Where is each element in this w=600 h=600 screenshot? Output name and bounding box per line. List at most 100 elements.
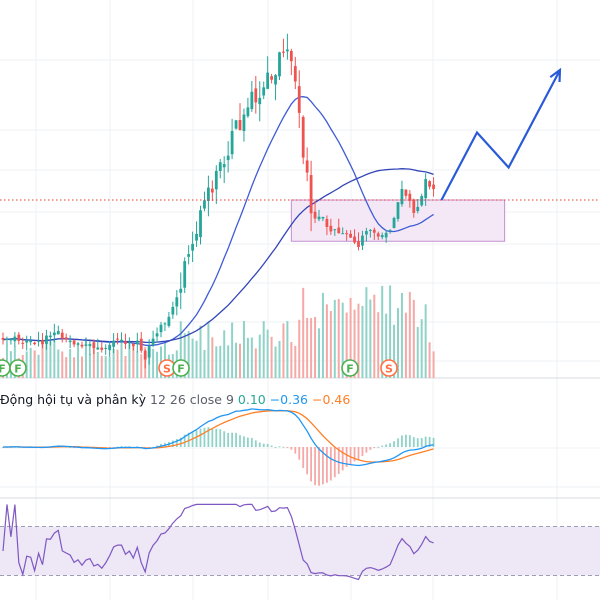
candle-body xyxy=(183,261,187,288)
volume-bar xyxy=(274,346,277,378)
macd-histogram-bar xyxy=(302,447,305,469)
candle-body xyxy=(420,196,424,206)
macd-histogram-bar xyxy=(247,437,249,447)
candle-body xyxy=(345,233,349,235)
candle-body xyxy=(195,233,198,241)
volume-bar xyxy=(400,292,403,378)
event-badge: F xyxy=(0,359,11,377)
event-badge-circle xyxy=(380,359,398,377)
macd-histogram-bar xyxy=(353,447,356,462)
macd-histogram-bar xyxy=(187,432,190,447)
volume-bar xyxy=(128,343,131,378)
volume-bar xyxy=(29,347,32,378)
macd-histogram-bar xyxy=(361,447,364,456)
candle-body xyxy=(270,76,273,80)
candle-body xyxy=(112,340,115,347)
event-badge-letter: S xyxy=(385,363,393,376)
candle-body xyxy=(159,324,163,333)
volume-bar xyxy=(140,354,143,378)
candle-body xyxy=(266,72,270,89)
candle-body xyxy=(139,338,143,351)
macd-histogram-bar xyxy=(282,446,285,448)
volume-bar xyxy=(365,287,368,378)
candle-body xyxy=(29,340,33,343)
volume-bar xyxy=(381,285,384,378)
candle-body xyxy=(396,202,400,219)
candle-body xyxy=(64,337,68,340)
volume-bar xyxy=(290,342,293,378)
candle-body xyxy=(92,342,96,349)
ma-slow-line xyxy=(2,168,434,344)
macd-histogram-bar xyxy=(373,447,376,448)
macd-histogram-bar xyxy=(318,447,320,486)
macd-histogram-bar xyxy=(243,436,245,447)
candle-body xyxy=(17,334,21,341)
volume-bar xyxy=(227,345,230,378)
candle-body xyxy=(21,342,25,344)
macd-histogram-bar xyxy=(211,428,214,447)
macd-histogram-bar xyxy=(349,447,352,464)
volume-bar xyxy=(37,354,40,378)
volume-bar xyxy=(33,350,36,378)
candle-body xyxy=(33,342,36,345)
candle-body xyxy=(100,347,104,350)
volume-bar xyxy=(84,338,87,378)
volume-bar xyxy=(353,309,356,378)
macd-histogram-bar xyxy=(262,443,265,447)
candle-body xyxy=(203,200,206,209)
volume-bar xyxy=(377,312,380,378)
macd-histogram-bar xyxy=(365,447,368,453)
candle-body xyxy=(226,155,230,161)
macd-histogram-bar xyxy=(306,447,309,475)
candle-body xyxy=(25,340,29,343)
volume-bar xyxy=(310,318,313,378)
candle-body xyxy=(1,337,5,340)
event-badge-circle xyxy=(172,359,190,377)
volume-bar xyxy=(302,287,305,378)
candle-body xyxy=(349,233,352,238)
candle-body xyxy=(49,335,52,338)
candle-body xyxy=(163,323,167,325)
volume-bar xyxy=(61,351,64,378)
macd-histogram-bar xyxy=(416,438,419,447)
volume-bar xyxy=(235,342,238,378)
candle-body xyxy=(388,229,392,231)
volume-bar xyxy=(199,325,202,378)
volume-bar xyxy=(215,346,218,378)
volume-bar xyxy=(45,341,48,378)
volume-bar xyxy=(412,299,415,378)
volume-bar xyxy=(321,292,324,378)
volume-bar xyxy=(156,351,159,378)
macd-histogram-bar xyxy=(215,428,218,447)
candle-body xyxy=(151,338,155,346)
macd-histogram-bar xyxy=(171,440,174,447)
volume-bar xyxy=(262,321,265,378)
macd-legend-signal: −0.46 xyxy=(312,392,350,407)
macd-histogram-bar xyxy=(203,427,206,447)
candle-body xyxy=(214,170,218,190)
macd-histogram xyxy=(2,427,435,486)
candle-body xyxy=(135,340,139,345)
volume-bar xyxy=(219,345,222,378)
macd-signal-line xyxy=(3,410,434,463)
candle-body xyxy=(175,297,179,307)
candle-body xyxy=(84,344,88,346)
macd-histogram-bar xyxy=(322,447,324,485)
volume-bar xyxy=(211,337,214,378)
volume-bar xyxy=(223,330,226,378)
candle-body xyxy=(400,189,404,205)
volume-bar xyxy=(428,342,431,378)
candle-body xyxy=(222,164,226,168)
volume-bar xyxy=(100,355,103,378)
volume-bar xyxy=(349,297,352,378)
macd-histogram-bar xyxy=(270,445,273,447)
volume-bar xyxy=(306,317,309,378)
macd-histogram-bar xyxy=(405,434,407,447)
candle-body xyxy=(416,206,420,212)
candle-body xyxy=(282,51,285,53)
event-badge-circle xyxy=(341,359,359,377)
macd-histogram-bar xyxy=(329,447,332,481)
macd-histogram-bar xyxy=(397,438,399,447)
volume-bar xyxy=(69,349,72,378)
